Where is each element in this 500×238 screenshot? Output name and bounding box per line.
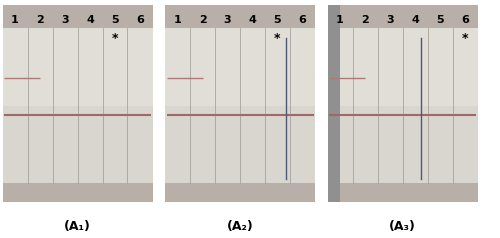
Text: 3: 3 — [61, 15, 69, 25]
Text: *: * — [274, 32, 281, 45]
Bar — [328, 29, 478, 183]
Text: 5: 5 — [274, 15, 281, 25]
Text: 2: 2 — [361, 15, 369, 25]
Text: 5: 5 — [436, 15, 444, 25]
Text: 1: 1 — [336, 15, 344, 25]
Text: 4: 4 — [411, 15, 419, 25]
Bar — [165, 29, 315, 105]
Bar — [328, 5, 340, 202]
Text: 3: 3 — [386, 15, 394, 25]
Text: (A₃): (A₃) — [389, 220, 416, 233]
Text: 3: 3 — [224, 15, 232, 25]
Text: 5: 5 — [111, 15, 119, 25]
Bar — [165, 105, 315, 183]
Bar — [165, 29, 315, 183]
Text: 6: 6 — [461, 15, 469, 25]
Text: *: * — [112, 32, 118, 45]
Bar — [328, 29, 478, 105]
Bar — [2, 105, 152, 183]
Text: 6: 6 — [298, 15, 306, 25]
Text: 1: 1 — [174, 15, 182, 25]
Text: 2: 2 — [198, 15, 206, 25]
Text: 1: 1 — [11, 15, 19, 25]
Text: 4: 4 — [248, 15, 256, 25]
Text: *: * — [462, 32, 468, 45]
Text: 2: 2 — [36, 15, 44, 25]
Text: (A₁): (A₁) — [64, 220, 91, 233]
Bar — [2, 29, 152, 105]
Bar — [2, 29, 152, 183]
Text: 6: 6 — [136, 15, 144, 25]
Bar — [328, 105, 478, 183]
Text: (A₂): (A₂) — [226, 220, 254, 233]
Text: 4: 4 — [86, 15, 94, 25]
